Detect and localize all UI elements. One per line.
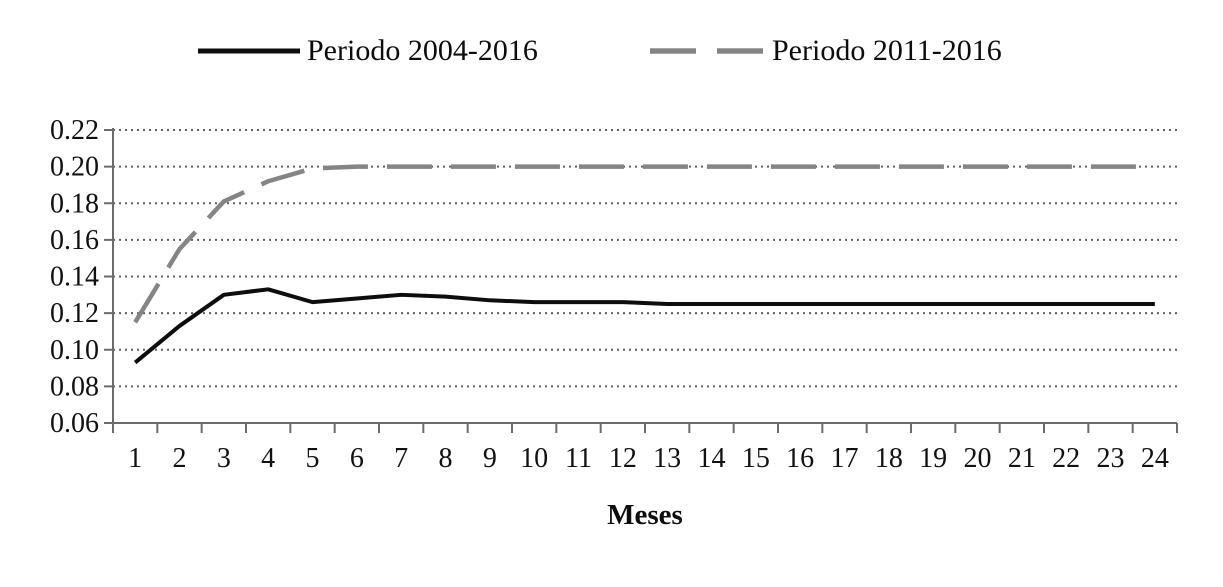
x-tick-label: 21 [1008, 443, 1036, 474]
x-tick-label: 1 [128, 443, 142, 474]
y-tick-label: 0.10 [50, 335, 99, 366]
x-tick-label: 4 [261, 443, 275, 474]
y-tick-label: 0.08 [50, 371, 99, 402]
y-tick-label: 0.16 [50, 225, 99, 256]
x-tick-label: 6 [350, 443, 364, 474]
x-tick-label: 13 [653, 443, 681, 474]
legend-label-2004-2016: Periodo 2004-2016 [307, 34, 538, 67]
series-line-solid [133, 287, 1155, 365]
x-tick-label: 16 [786, 443, 814, 474]
x-tick-label: 15 [742, 443, 770, 474]
x-tick-label: 8 [439, 443, 453, 474]
x-tick-label: 19 [919, 443, 947, 474]
y-tick-label: 0.14 [50, 262, 99, 293]
y-tick-label: 0.06 [50, 408, 99, 439]
series-line-dashed [133, 164, 1155, 324]
solid-line-swatch-icon [198, 48, 300, 54]
x-tick-label: 11 [565, 443, 592, 474]
x-tick-label: 12 [609, 443, 637, 474]
x-tick-label: 7 [394, 443, 408, 474]
x-tick-label: 10 [520, 443, 548, 474]
legend-item-periodo-2011-2016: Periodo 2011-2016 [650, 32, 1002, 70]
y-tick-label: 0.20 [50, 152, 99, 183]
x-tick-label: 14 [698, 443, 726, 474]
dashed-line-swatch-icon [650, 48, 765, 54]
x-tick-label: 23 [1097, 443, 1125, 474]
x-tick-label: 5 [306, 443, 320, 474]
x-axis-title: Meses [607, 499, 683, 531]
x-tick-label: 17 [831, 443, 859, 474]
x-tick-label: 9 [483, 443, 497, 474]
legend-label-2011-2016: Periodo 2011-2016 [772, 34, 1002, 67]
x-tick-label: 22 [1052, 443, 1080, 474]
legend-item-periodo-2004-2016: Periodo 2004-2016 [198, 32, 538, 70]
y-tick-label: 0.18 [50, 188, 99, 219]
x-tick-label: 2 [173, 443, 187, 474]
x-tick-label: 24 [1141, 443, 1169, 474]
x-tick-label: 18 [875, 443, 903, 474]
y-tick-label: 0.12 [50, 298, 99, 329]
x-tick-label: 20 [964, 443, 992, 474]
x-tick-label: 3 [217, 443, 231, 474]
y-tick-label: 0.22 [50, 115, 99, 146]
